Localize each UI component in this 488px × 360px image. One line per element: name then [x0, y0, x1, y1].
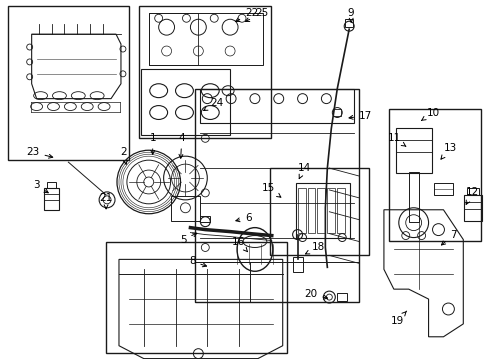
Text: 5: 5 — [180, 233, 197, 244]
Bar — [200, 216, 210, 222]
Text: 22: 22 — [235, 8, 258, 22]
Bar — [292, 257, 302, 272]
Bar — [337, 188, 345, 233]
Text: 14: 14 — [297, 163, 310, 179]
Text: 17: 17 — [348, 111, 371, 121]
Text: 16: 16 — [231, 237, 247, 252]
Text: 20: 20 — [304, 289, 327, 299]
Bar — [195, 89, 358, 302]
Bar — [408, 172, 418, 222]
Text: 24: 24 — [203, 98, 223, 111]
Bar — [106, 242, 286, 353]
Bar — [195, 262, 249, 302]
Bar — [345, 19, 352, 27]
Bar — [43, 188, 60, 210]
Text: 18: 18 — [305, 243, 324, 254]
Bar — [395, 129, 431, 173]
Bar — [317, 188, 325, 233]
Bar — [148, 13, 198, 65]
Text: 10: 10 — [421, 108, 439, 121]
Text: 12: 12 — [465, 187, 479, 204]
Bar — [307, 188, 315, 233]
Bar — [46, 182, 56, 188]
Text: 23: 23 — [26, 147, 53, 158]
Text: 3: 3 — [33, 180, 48, 193]
Text: 15: 15 — [261, 183, 280, 197]
Text: 21: 21 — [99, 193, 112, 209]
Bar — [141, 69, 230, 135]
Text: 19: 19 — [390, 311, 406, 326]
Bar — [139, 6, 270, 138]
Bar — [269, 168, 368, 255]
Text: 8: 8 — [188, 256, 206, 267]
Text: 11: 11 — [387, 133, 405, 147]
Text: 6: 6 — [235, 213, 251, 223]
Bar — [333, 109, 341, 117]
Bar — [297, 188, 305, 233]
Text: 7: 7 — [441, 230, 456, 245]
Bar — [337, 293, 346, 301]
Bar — [463, 195, 481, 221]
Text: 13: 13 — [440, 143, 456, 159]
Bar — [388, 109, 480, 240]
Bar — [467, 188, 478, 195]
Bar — [170, 196, 200, 221]
Bar — [295, 183, 349, 238]
Text: 9: 9 — [347, 8, 354, 22]
Text: 2: 2 — [120, 147, 127, 164]
Text: 1: 1 — [149, 133, 156, 154]
Text: 25: 25 — [245, 8, 267, 22]
Bar — [8, 6, 129, 160]
Text: 4: 4 — [178, 133, 185, 158]
Bar — [433, 183, 452, 195]
Bar — [326, 188, 335, 233]
Bar — [200, 89, 353, 123]
Bar — [148, 13, 263, 65]
